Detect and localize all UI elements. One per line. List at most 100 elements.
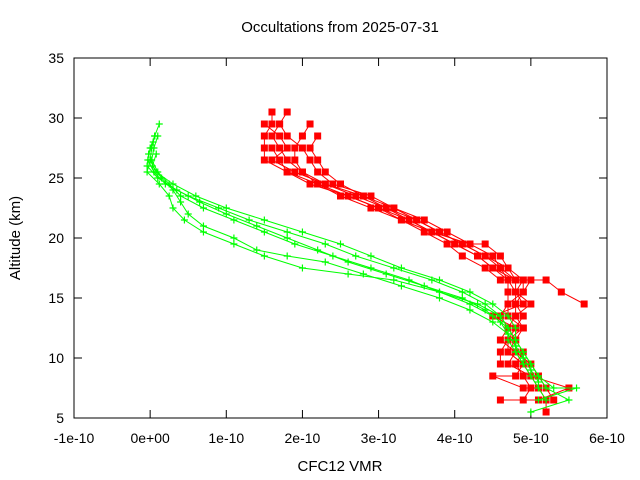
data-point-square	[283, 132, 291, 140]
data-point-plus	[143, 168, 151, 176]
data-point-plus	[169, 204, 177, 212]
data-point-square	[443, 228, 451, 236]
data-point-plus	[458, 288, 466, 296]
data-point-square	[367, 192, 375, 200]
data-point-square	[435, 228, 443, 236]
data-point-plus	[169, 186, 177, 194]
data-point-plus	[321, 258, 329, 266]
data-point-plus	[199, 204, 207, 212]
data-point-plus	[230, 234, 238, 242]
data-point-plus	[496, 312, 504, 320]
data-point-square	[550, 396, 558, 404]
data-point-plus	[390, 276, 398, 284]
data-point-plus	[199, 222, 207, 230]
data-point-square	[580, 300, 588, 308]
data-point-square	[512, 276, 520, 284]
data-point-plus	[245, 216, 253, 224]
data-point-square	[481, 240, 489, 248]
red-profile	[268, 144, 527, 368]
data-point-square	[306, 156, 314, 164]
plot-series	[143, 108, 588, 416]
data-point-plus	[196, 198, 204, 206]
data-point-plus	[260, 228, 268, 236]
data-point-plus	[146, 156, 154, 164]
data-point-square	[512, 300, 520, 308]
data-point-plus	[177, 192, 185, 200]
data-point-square	[519, 288, 527, 296]
y-axis-ticks: 5 10 15 20 25 30 35	[48, 50, 607, 426]
data-point-plus	[283, 228, 291, 236]
green-profile	[148, 150, 527, 362]
data-point-square	[504, 300, 512, 308]
data-point-square	[276, 144, 284, 152]
green-profile	[146, 132, 581, 404]
data-point-plus	[390, 264, 398, 272]
data-point-square	[260, 120, 268, 128]
data-point-plus	[527, 408, 535, 416]
data-point-square	[474, 252, 482, 260]
data-point-plus	[149, 138, 157, 146]
data-point-square	[504, 264, 512, 272]
x-tick-label: 2e-10	[285, 430, 321, 446]
data-point-square	[489, 372, 497, 380]
data-point-plus	[145, 150, 153, 158]
data-point-square	[390, 204, 398, 212]
data-point-plus	[180, 216, 188, 224]
data-point-plus	[573, 384, 581, 392]
data-point-square	[329, 180, 337, 188]
y-tick-label: 5	[56, 410, 64, 426]
data-point-square	[512, 360, 520, 368]
data-point-plus	[466, 288, 474, 296]
x-axis-label: CFC12 VMR	[297, 458, 382, 475]
data-point-square	[276, 132, 284, 140]
data-point-plus	[152, 150, 160, 158]
data-point-plus	[504, 324, 512, 332]
data-point-square	[512, 312, 520, 320]
data-point-square	[428, 228, 436, 236]
data-point-plus	[222, 210, 230, 218]
data-point-square	[321, 180, 329, 188]
data-point-plus	[291, 240, 299, 248]
green-profile	[143, 138, 542, 386]
data-point-square	[420, 228, 428, 236]
data-point-plus	[344, 270, 352, 278]
data-point-plus	[512, 348, 520, 356]
data-point-plus	[230, 216, 238, 224]
data-point-square	[527, 276, 535, 284]
data-point-square	[458, 252, 466, 260]
data-point-plus	[148, 162, 156, 170]
y-tick-label: 15	[48, 290, 64, 306]
data-point-square	[489, 264, 497, 272]
data-point-square	[260, 144, 268, 152]
data-point-square	[519, 384, 527, 392]
data-point-square	[359, 192, 367, 200]
data-point-square	[283, 168, 291, 176]
y-tick-label: 20	[48, 230, 64, 246]
data-point-square	[496, 348, 504, 356]
data-point-plus	[155, 180, 163, 188]
data-point-plus	[466, 306, 474, 314]
data-point-plus	[435, 276, 443, 284]
data-point-square	[268, 144, 276, 152]
data-point-plus	[199, 228, 207, 236]
data-point-plus	[527, 372, 535, 380]
data-point-square	[496, 276, 504, 284]
data-point-square	[382, 204, 390, 212]
data-point-square	[276, 120, 284, 128]
x-tick-label: 5e-10	[513, 430, 549, 446]
data-point-plus	[542, 384, 550, 392]
data-point-square	[527, 300, 535, 308]
data-point-plus	[512, 336, 520, 344]
data-point-square	[314, 132, 322, 140]
data-point-plus	[230, 240, 238, 248]
x-tick-label: 0e+00	[130, 430, 170, 446]
data-point-square	[420, 216, 428, 224]
data-point-plus	[481, 300, 489, 308]
y-tick-label: 25	[48, 170, 64, 186]
data-point-square	[519, 372, 527, 380]
data-point-plus	[283, 252, 291, 260]
data-point-plus	[382, 270, 390, 278]
data-point-plus	[565, 396, 573, 404]
data-point-plus	[519, 348, 527, 356]
data-point-square	[481, 264, 489, 272]
